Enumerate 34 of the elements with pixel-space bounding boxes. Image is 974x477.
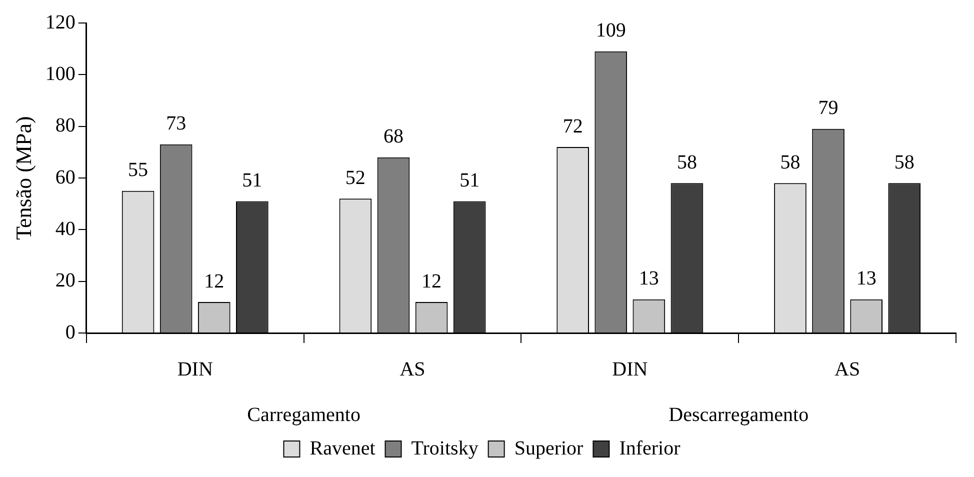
- data-label: 51: [460, 170, 480, 192]
- data-label: 13: [856, 268, 876, 290]
- y-tick-label: 100: [45, 62, 76, 85]
- data-label: 13: [638, 268, 659, 290]
- y-tick-label: 60: [55, 166, 76, 188]
- text: Descarregamento: [668, 404, 809, 426]
- data-label: 79: [818, 97, 838, 120]
- legend-label: Inferior: [619, 437, 681, 460]
- x-tick-label: AS: [834, 358, 860, 380]
- data-label: 109: [596, 20, 626, 42]
- data-label: 73: [166, 112, 186, 135]
- data-label: 52: [345, 166, 366, 189]
- data-label: 12: [422, 270, 442, 292]
- y-axis-title: Tensão (MPa): [10, 116, 36, 240]
- y-tick-label: 80: [55, 114, 76, 137]
- data-label: 58: [780, 151, 800, 174]
- y-tick-label: 0: [65, 321, 76, 344]
- x-tick-label: AS: [400, 358, 426, 380]
- text: Carregamento: [247, 404, 360, 426]
- data-label: 55: [128, 159, 148, 182]
- y-tick-label: 40: [55, 218, 76, 240]
- x-tick-label: DIN: [612, 358, 648, 380]
- legend-label: Superior: [514, 437, 584, 460]
- data-label: 72: [562, 115, 583, 138]
- data-label: 58: [676, 151, 697, 174]
- x-tick-label: DIN: [177, 358, 213, 380]
- data-label: 58: [894, 151, 914, 174]
- data-label: 12: [204, 270, 224, 292]
- legend-label: Troitsky: [411, 437, 478, 460]
- legend-label: Ravenet: [310, 437, 376, 460]
- data-label: 51: [242, 170, 262, 192]
- data-label: 68: [383, 126, 404, 148]
- y-tick-label: 20: [55, 270, 76, 292]
- y-tick-label: 120: [45, 11, 76, 34]
